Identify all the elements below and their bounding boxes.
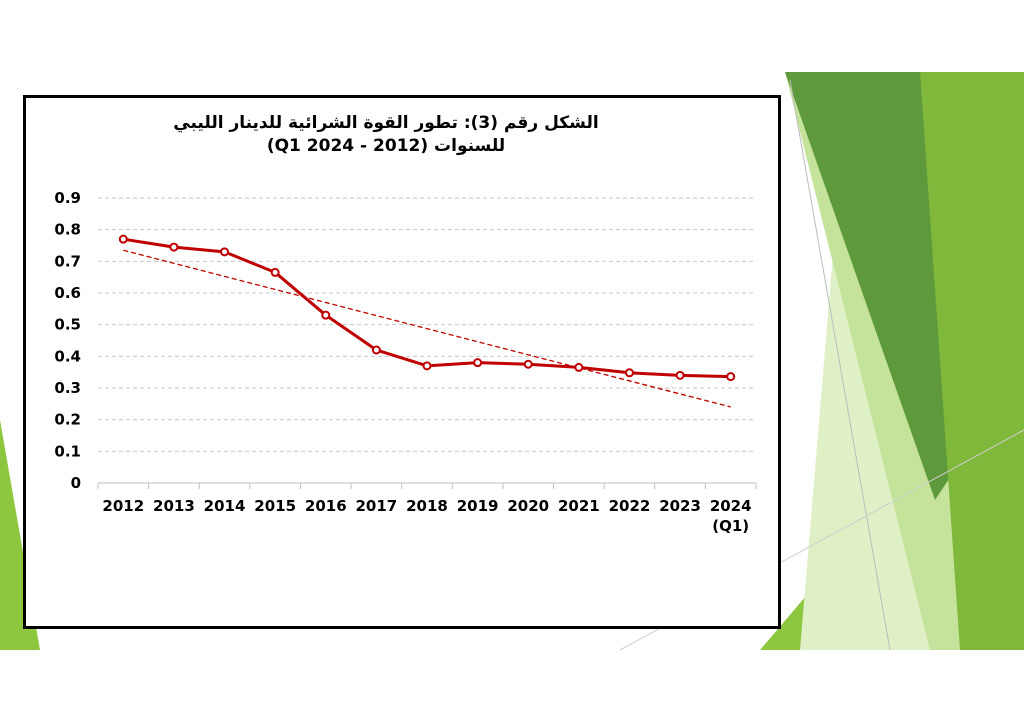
x-tick-label: 2015 <box>254 497 296 515</box>
decor-triangle-dark <box>785 72 955 500</box>
line-chart: الشكل رقم (3): تطور القوة الشرائية للدين… <box>54 113 757 535</box>
chart-frame: الشكل رقم (3): تطور القوة الشرائية للدين… <box>23 95 781 629</box>
grid <box>98 197 756 452</box>
y-tick-label: 0.3 <box>54 379 81 397</box>
x-tick-label: 2018 <box>406 497 448 515</box>
y-tick-label: 0.7 <box>54 252 81 270</box>
trendline <box>123 249 731 408</box>
data-point <box>473 358 483 368</box>
data-point <box>624 368 634 378</box>
x-tick-label: 2020 <box>507 497 549 515</box>
x-tick-label: 2022 <box>609 497 651 515</box>
y-tick-label: 0.4 <box>54 347 81 365</box>
data-point <box>675 370 685 380</box>
data-point <box>523 359 533 369</box>
y-tick-label: 0.5 <box>54 316 81 334</box>
data-series <box>118 234 736 382</box>
chart-title-line-1: الشكل رقم (3): تطور القوة الشرائية للدين… <box>173 113 598 133</box>
x-tick-label: 2021 <box>558 497 600 515</box>
data-point <box>422 361 432 371</box>
data-point <box>118 234 128 244</box>
trendline-line <box>123 249 731 408</box>
data-point <box>371 345 381 355</box>
y-axis: 0 0.1 0.2 0.3 0.4 0.5 0.6 0.7 0.8 0.9 <box>54 189 81 492</box>
x-tick-label: 2019 <box>457 497 499 515</box>
data-point <box>726 372 736 382</box>
y-tick-label: 0.6 <box>54 284 81 302</box>
x-tick-sublabel: (Q1) <box>712 517 749 535</box>
x-tick-label: 2023 <box>659 497 701 515</box>
x-tick-label: 2014 <box>204 497 246 515</box>
data-point <box>270 267 280 277</box>
x-axis: 2012 2013 2014 2015 2016 2017 2018 2019 2020 2021… <box>97 482 757 535</box>
data-point <box>574 362 584 372</box>
decor-triangle-mid <box>920 72 1024 650</box>
x-tick-label: 2013 <box>153 497 195 515</box>
y-tick-label: 0.2 <box>54 411 81 429</box>
decor-line <box>789 79 891 651</box>
chart-title-line-2: للسنوات (2012 - 2024 Q1) <box>267 136 505 156</box>
x-tick-label: 2024 <box>710 497 752 515</box>
data-point <box>321 310 331 320</box>
data-point <box>220 247 230 257</box>
y-tick-label: 0.1 <box>54 442 81 460</box>
x-tick-label: 2016 <box>305 497 347 515</box>
data-point <box>169 242 179 252</box>
chart-title: الشكل رقم (3): تطور القوة الشرائية للدين… <box>173 113 598 156</box>
y-tick-label: 0 <box>71 474 81 492</box>
y-tick-label: 0.9 <box>54 189 81 207</box>
x-tick-label: 2012 <box>102 497 144 515</box>
y-tick-label: 0.8 <box>54 221 81 239</box>
x-tick-label: 2017 <box>356 497 398 515</box>
